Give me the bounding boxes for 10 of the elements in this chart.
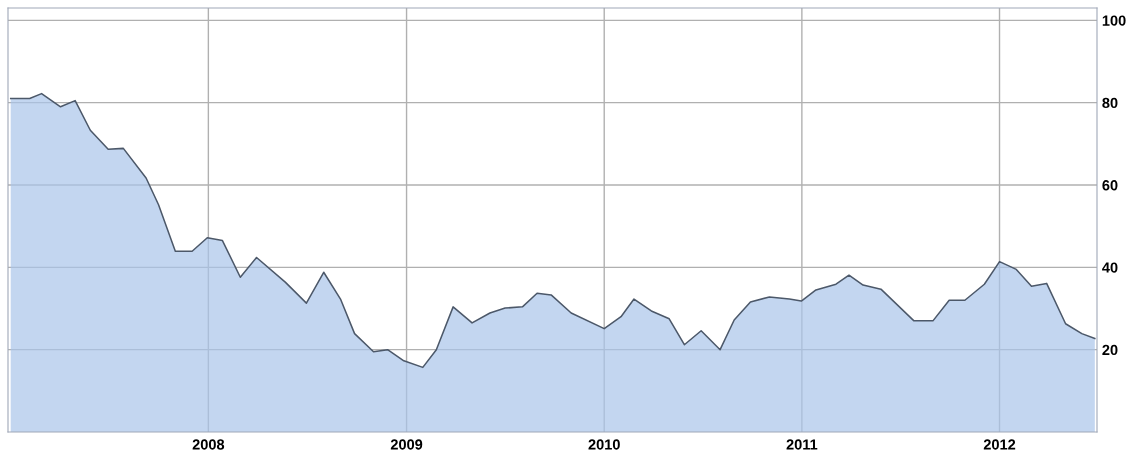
- x-tick-label: 2010: [588, 439, 620, 450]
- y-tick-label: 20: [1102, 344, 1118, 356]
- y-tick-label: 100: [1102, 15, 1126, 26]
- x-tick-label: 2012: [983, 439, 1016, 450]
- x-tick-label: 2009: [390, 439, 423, 450]
- y-tick-label: 40: [1102, 262, 1118, 273]
- y-tick-label: 80: [1102, 97, 1118, 109]
- x-tick-label: 2011: [786, 439, 818, 450]
- y-tick-label: 60: [1102, 180, 1118, 191]
- x-tick-label: 2008: [192, 439, 225, 450]
